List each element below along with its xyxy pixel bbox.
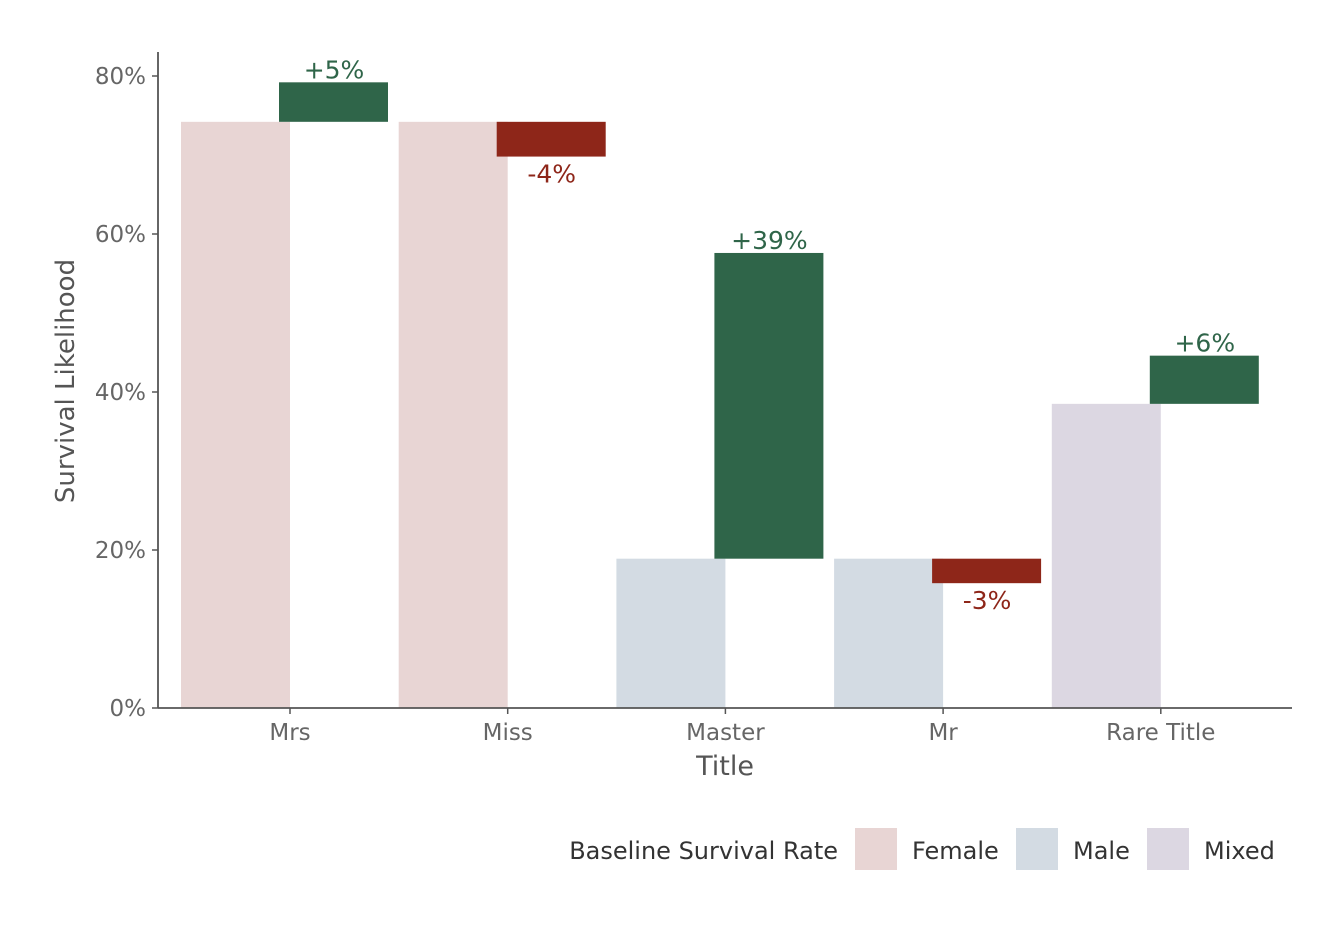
- y-tick-label: 40%: [95, 380, 146, 406]
- y-tick-label: 20%: [95, 538, 146, 564]
- bars-layer: [181, 82, 1259, 708]
- delta-label: +39%: [731, 226, 808, 255]
- x-tick-label: Master: [686, 720, 765, 746]
- y-tick-label: 0%: [110, 696, 147, 722]
- legend-label-mixed: Mixed: [1204, 837, 1275, 865]
- x-tick-label: Miss: [483, 720, 533, 746]
- delta-label: +6%: [1174, 329, 1235, 358]
- delta-bar: [279, 82, 388, 122]
- delta-bar: [1149, 355, 1259, 404]
- delta-label: +5%: [304, 55, 365, 84]
- delta-bar: [932, 558, 1042, 584]
- x-tick-label: Mrs: [269, 720, 310, 746]
- legend: Baseline Survival Rate Female Male Mixed: [569, 828, 1275, 870]
- y-tick-label: 60%: [95, 222, 146, 248]
- x-axis-title: Title: [695, 751, 754, 782]
- delta-label: -3%: [963, 586, 1012, 615]
- baseline-bar: [834, 558, 944, 708]
- x-tick-label: Rare Title: [1106, 720, 1215, 746]
- legend-swatch-male: [1016, 828, 1058, 870]
- baseline-bar: [1051, 403, 1161, 708]
- labels-layer: +5% -4% +39% -3% +6%: [304, 55, 1235, 615]
- x-tick-label: Mr: [928, 720, 958, 746]
- legend-label-male: Male: [1073, 837, 1130, 865]
- delta-bar: [714, 252, 824, 559]
- legend-swatch-mixed: [1147, 828, 1189, 870]
- legend-swatch-female: [855, 828, 897, 870]
- legend-label-female: Female: [912, 837, 999, 865]
- delta-label: -4%: [527, 160, 576, 189]
- baseline-bar: [616, 558, 726, 708]
- legend-title: Baseline Survival Rate: [569, 837, 838, 865]
- baseline-bar: [181, 121, 290, 708]
- delta-bar: [496, 121, 606, 157]
- y-axis-title: Survival Likelihood: [51, 259, 81, 503]
- baseline-bar: [398, 121, 508, 708]
- y-tick-label: 80%: [95, 64, 146, 90]
- axes-layer: Mrs Miss Master Mr Rare Title 0% 20% 40% 60% 80%: [95, 52, 1292, 746]
